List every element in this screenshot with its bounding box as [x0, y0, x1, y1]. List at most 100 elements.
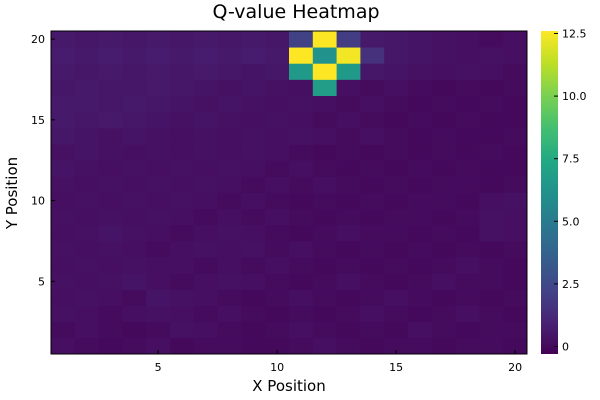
heatmap-cell — [312, 257, 337, 274]
heatmap-cell — [122, 289, 147, 306]
x-axis-ticks: 5 10 15 20 — [155, 350, 522, 374]
heatmap-cell — [384, 192, 409, 210]
heatmap-cell — [51, 95, 76, 113]
heatmap-cell — [98, 111, 123, 129]
heatmap-cell — [265, 305, 290, 323]
heatmap-cell — [193, 127, 218, 145]
heatmap-cell — [431, 111, 456, 129]
heatmap-cell — [289, 176, 314, 193]
heatmap-cell — [312, 192, 337, 210]
heatmap-cell — [336, 127, 361, 145]
heatmap-cell — [241, 224, 266, 242]
heatmap-cell — [98, 31, 123, 48]
heatmap-cell — [503, 257, 528, 274]
heatmap-cell — [408, 111, 433, 129]
heatmap-cell — [289, 160, 314, 177]
heatmap-cell — [193, 305, 218, 323]
heatmap-cell — [241, 257, 266, 274]
heatmap-cell — [193, 240, 218, 258]
heatmap-cell — [74, 79, 99, 96]
heatmap-cell — [74, 240, 99, 258]
heatmap-cell — [170, 79, 195, 96]
heatmap-cell — [241, 321, 266, 339]
heatmap-cell — [336, 144, 361, 161]
heatmap-cell — [431, 144, 456, 161]
heatmap-cell — [289, 111, 314, 129]
heatmap-cell — [193, 95, 218, 113]
heatmap-cell — [479, 127, 504, 145]
heatmap-cell — [241, 31, 266, 48]
heatmap-cell — [503, 321, 528, 339]
heatmap-cell — [455, 273, 480, 290]
heatmap-cell — [336, 240, 361, 258]
heatmap-cell — [336, 305, 361, 323]
heatmap-cell — [312, 240, 337, 258]
heatmap-cell — [51, 240, 76, 258]
heatmap-cell — [455, 337, 480, 355]
heatmap-cell — [170, 176, 195, 193]
heatmap-cell — [146, 208, 171, 226]
heatmap-cell — [408, 95, 433, 113]
heatmap-cell — [455, 144, 480, 161]
heatmap-cell — [51, 79, 76, 96]
heatmap-cell — [384, 305, 409, 323]
heatmap-cell — [74, 224, 99, 242]
heatmap-cell — [336, 337, 361, 355]
y-tick-label: 15 — [31, 114, 45, 127]
heatmap-cell — [289, 337, 314, 355]
heatmap-cell — [289, 273, 314, 290]
heatmap-cell — [170, 305, 195, 323]
heatmap-cell — [74, 63, 99, 80]
heatmap-cell — [503, 160, 528, 177]
heatmap-cell — [360, 111, 385, 129]
heatmap-cell — [408, 47, 433, 64]
plot-frame — [50, 30, 528, 355]
heatmap-cell — [146, 240, 171, 258]
heatmap-cell — [146, 337, 171, 355]
heatmap-cell — [479, 208, 504, 226]
heatmap-cell — [455, 192, 480, 210]
heatmap-cell — [170, 337, 195, 355]
heatmap-cell — [336, 63, 361, 80]
heatmap-cell — [384, 127, 409, 145]
heatmap-cell — [408, 127, 433, 145]
heatmap-cell — [336, 208, 361, 226]
heatmap-cell — [51, 273, 76, 290]
heatmap-cell — [384, 176, 409, 193]
heatmap-cell — [217, 289, 242, 306]
heatmap-cell — [289, 63, 314, 80]
heatmap-cell — [74, 273, 99, 290]
heatmap-cell — [384, 321, 409, 339]
heatmap-cell — [122, 31, 147, 48]
colorbar-tick-label: 0 — [562, 340, 569, 353]
heatmap-cell — [384, 273, 409, 290]
heatmap-cell — [74, 127, 99, 145]
colorbar-tick-label: 7.5 — [562, 153, 580, 166]
heatmap-cell — [503, 111, 528, 129]
heatmap-cell — [360, 257, 385, 274]
heatmap-cell — [74, 111, 99, 129]
heatmap-cell — [146, 144, 171, 161]
heatmap-cell — [98, 273, 123, 290]
heatmap-cell — [431, 289, 456, 306]
heatmap-cell — [146, 321, 171, 339]
heatmap-cell — [312, 337, 337, 355]
heatmap-cell — [503, 273, 528, 290]
heatmap-cell — [503, 79, 528, 96]
heatmap-cell — [193, 192, 218, 210]
heatmap-cell — [217, 63, 242, 80]
heatmap-cell — [503, 176, 528, 193]
heatmap-cell — [431, 305, 456, 323]
heatmap-cell — [360, 31, 385, 48]
heatmap-cell — [289, 289, 314, 306]
heatmap-cell — [408, 321, 433, 339]
heatmap-cell — [455, 289, 480, 306]
heatmap-cell — [265, 289, 290, 306]
heatmap-cell — [265, 224, 290, 242]
heatmap-cell — [193, 337, 218, 355]
heatmap-cell — [217, 111, 242, 129]
heatmap-cell — [360, 192, 385, 210]
heatmap-cell — [503, 192, 528, 210]
heatmap-cell — [146, 273, 171, 290]
